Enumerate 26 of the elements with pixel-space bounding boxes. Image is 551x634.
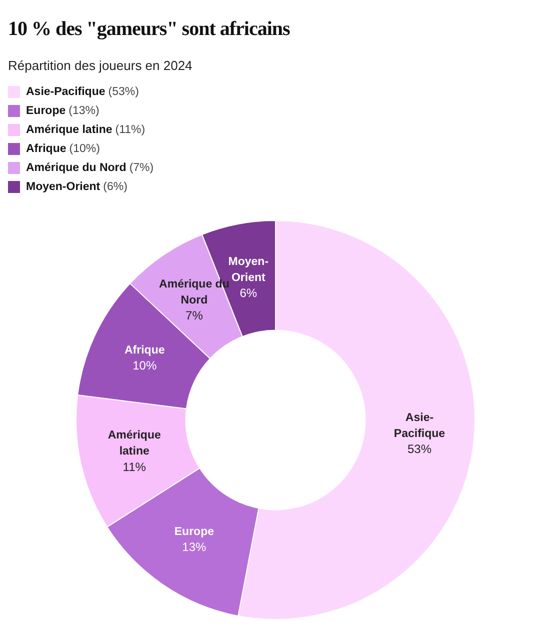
data-label: 6% xyxy=(240,286,258,300)
legend-label: Asie-Pacifique xyxy=(26,86,106,98)
slice-label: Moyen-Orient xyxy=(228,256,269,284)
legend-label: Amérique du Nord xyxy=(26,162,126,174)
text: (6%) xyxy=(103,180,128,192)
slice-label: Afrique xyxy=(124,344,165,357)
data-label: 53% xyxy=(407,442,432,456)
slice-label: Asie-Pacifique xyxy=(394,412,446,440)
slice-label: Amérique latine xyxy=(108,430,161,458)
text: (13%) xyxy=(68,104,100,116)
slice-label: Amérique du Nord xyxy=(159,278,230,307)
text: (7%) xyxy=(129,162,154,174)
legend-label: Moyen-Orient xyxy=(26,180,100,192)
data-label: 11% xyxy=(122,460,146,474)
data-label: 13% xyxy=(182,540,207,554)
chart-title: 10 % des "gameurs" sont africains xyxy=(8,18,290,41)
slice-label: Europe xyxy=(174,526,214,538)
text: (53%) xyxy=(108,86,139,98)
legend-label: Afrique xyxy=(26,142,66,154)
chart-subtitle: Répartition des joueurs en 2024 xyxy=(8,58,192,73)
data-label: 10% xyxy=(132,358,157,373)
text: (11%) xyxy=(115,124,146,136)
text: (10%) xyxy=(69,142,100,154)
legend-label: Amérique latine xyxy=(26,124,112,136)
legend-label: Europe xyxy=(26,104,66,116)
data-label: 7% xyxy=(186,308,204,323)
